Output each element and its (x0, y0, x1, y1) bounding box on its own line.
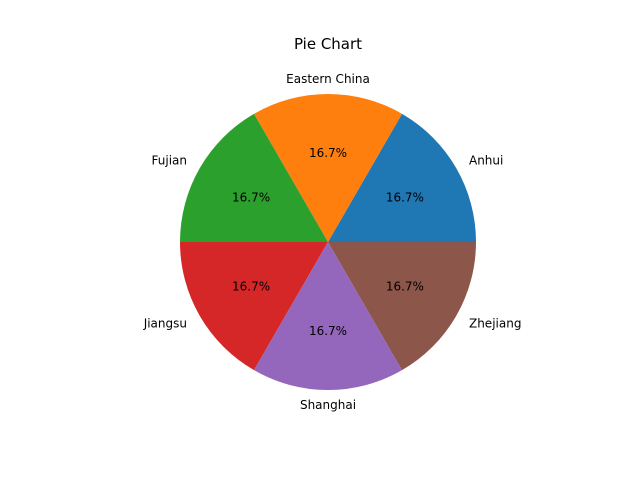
pie-slice-shanghai (254, 242, 402, 390)
pie-percent-zhejiang: 16.7% (386, 279, 424, 293)
pie-percent-eastern-china: 16.7% (309, 146, 347, 160)
pie-slice-jiangsu (180, 242, 328, 371)
pie-label-shanghai: Shanghai (300, 398, 356, 412)
chart-title: Pie Chart (294, 35, 362, 53)
pie-label-eastern-china: Eastern China (286, 72, 370, 86)
pie-slices (180, 94, 476, 390)
pie-label-fujian: Fujian (152, 154, 187, 168)
pie-label-zhejiang: Zhejiang (469, 316, 521, 330)
pie-slice-zhejiang (328, 242, 476, 371)
pie-percent-jiangsu: 16.7% (232, 279, 270, 293)
pie-percent-anhui: 16.7% (386, 191, 424, 205)
pie-slice-eastern-china (254, 94, 402, 242)
pie-percent-fujian: 16.7% (232, 191, 270, 205)
pie-label-jiangsu: Jiangsu (143, 316, 187, 330)
pie-label-anhui: Anhui (469, 154, 503, 168)
pie-slice-anhui (328, 113, 476, 242)
pie-labels: Anhui 16.7% Eastern China 16.7% Fujian 16.7% J… (143, 72, 522, 412)
pie-slice-fujian (180, 113, 328, 242)
pie-percent-shanghai: 16.7% (309, 324, 347, 338)
